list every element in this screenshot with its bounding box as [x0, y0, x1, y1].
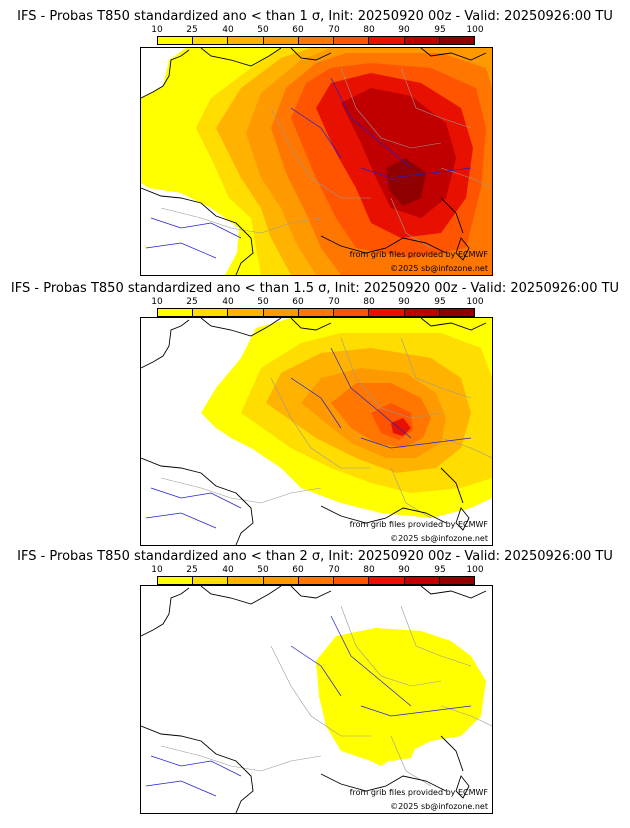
- colorbar-label: 95: [434, 297, 446, 307]
- probability-map: from grib files provided by ECMWF ©2025 …: [140, 317, 493, 546]
- colorbar-swatch: [439, 309, 474, 316]
- colorbar-label: 25: [186, 297, 198, 307]
- colorbar-labels: 10 25 40 50 60 70 80 90 95 100: [151, 25, 483, 36]
- colorbar-label: 50: [257, 297, 269, 307]
- colorbar-swatch: [439, 37, 474, 44]
- colorbar-label: 80: [363, 565, 375, 575]
- colorbar-label: 100: [466, 25, 484, 35]
- colorbar-label: 80: [363, 297, 375, 307]
- colorbar-label: 40: [222, 25, 234, 35]
- colorbar-label: 95: [434, 565, 446, 575]
- map-canvas: [141, 48, 492, 275]
- colorbar-label: 70: [328, 565, 340, 575]
- coastline: [141, 318, 470, 545]
- colorbar-label: 10: [151, 565, 163, 575]
- panel-title: IFS - Probas T850 standardized ano < tha…: [17, 549, 613, 564]
- data-credit: from grib files provided by ECMWF: [349, 520, 488, 529]
- colorbar-label: 90: [398, 297, 410, 307]
- data-credit: from grib files provided by ECMWF: [349, 788, 488, 797]
- colorbar-labels: 10 25 40 50 60 70 80 90 95 100: [151, 565, 483, 576]
- colorbar-swatch: [369, 37, 405, 44]
- colorbar-label: 90: [398, 565, 410, 575]
- colorbar-label: 60: [292, 25, 304, 35]
- colorbar-swatch: [334, 37, 370, 44]
- colorbar-label: 60: [292, 565, 304, 575]
- country-borders: [160, 605, 492, 787]
- colorbar-swatch: [298, 577, 335, 584]
- coastline-north: [290, 48, 487, 61]
- colorbar-swatch: [228, 577, 264, 584]
- prob-fill-95: [386, 158, 426, 206]
- colorbar-swatch: [263, 309, 299, 316]
- colorbar: [157, 576, 475, 585]
- colorbar-swatch: [158, 37, 194, 44]
- colorbar-swatch: [158, 309, 194, 316]
- colorbar-label: 90: [398, 25, 410, 35]
- colorbar-swatch: [298, 309, 335, 316]
- colorbar-labels: 10 25 40 50 60 70 80 90 95 100: [151, 297, 483, 308]
- colorbar-label: 50: [257, 25, 269, 35]
- colorbar-label: 10: [151, 25, 163, 35]
- prob-fill-90: [341, 88, 456, 218]
- colorbar-label: 25: [186, 565, 198, 575]
- colorbar: [157, 308, 475, 317]
- colorbar-swatch: [193, 577, 229, 584]
- colorbar-swatch: [228, 37, 264, 44]
- colorbar-label: 80: [363, 25, 375, 35]
- prob-fill-10b: [371, 734, 416, 761]
- country-borders: [160, 337, 492, 519]
- colorbar-label: 40: [222, 297, 234, 307]
- colorbar-label: 95: [434, 25, 446, 35]
- probability-map: from grib files provided by ECMWF ©2025 …: [140, 47, 493, 276]
- copyright: ©2025 sb@infozone.net: [390, 802, 488, 811]
- country-borders: [160, 67, 492, 249]
- map-panel-3: IFS - Probas T850 standardized ano < tha…: [0, 548, 630, 824]
- colorbar-swatch: [193, 37, 229, 44]
- colorbar-label: 70: [328, 25, 340, 35]
- map-canvas: [141, 586, 492, 813]
- coastline: [141, 48, 470, 275]
- colorbar-swatch: [228, 309, 264, 316]
- prob-fill-80: [391, 418, 411, 436]
- copyright: ©2025 sb@infozone.net: [390, 264, 488, 273]
- colorbar-swatch: [369, 577, 405, 584]
- colorbar-label: 25: [186, 25, 198, 35]
- colorbar-label: 50: [257, 565, 269, 575]
- map-panel-1: IFS - Probas T850 standardized ano < tha…: [0, 8, 630, 284]
- colorbar-swatch: [298, 37, 335, 44]
- colorbar-swatch: [158, 577, 194, 584]
- colorbar-swatch: [404, 37, 440, 44]
- coastline-north: [290, 586, 487, 599]
- colorbar-swatch: [369, 309, 405, 316]
- colorbar-swatch: [263, 577, 299, 584]
- rivers: [145, 347, 472, 529]
- copyright: ©2025 sb@infozone.net: [390, 534, 488, 543]
- colorbar-swatch: [334, 577, 370, 584]
- colorbar-label: 40: [222, 565, 234, 575]
- map-panel-2: IFS - Probas T850 standardized ano < tha…: [0, 280, 630, 556]
- colorbar-label: 100: [466, 565, 484, 575]
- map-canvas: [141, 318, 492, 545]
- rivers: [145, 77, 472, 259]
- colorbar-label: 10: [151, 297, 163, 307]
- colorbar-swatch: [334, 309, 370, 316]
- colorbar-swatch: [439, 577, 474, 584]
- colorbar-swatch: [404, 577, 440, 584]
- colorbar-swatch: [193, 309, 229, 316]
- colorbar-label: 70: [328, 297, 340, 307]
- coastline-north: [290, 318, 487, 331]
- colorbar-swatch: [404, 309, 440, 316]
- colorbar-label: 60: [292, 297, 304, 307]
- rivers: [145, 615, 472, 797]
- colorbar: [157, 36, 475, 45]
- colorbar-label: 100: [466, 297, 484, 307]
- data-credit: from grib files provided by ECMWF: [349, 250, 488, 259]
- coastline: [141, 586, 470, 813]
- panel-title: IFS - Probas T850 standardized ano < tha…: [17, 9, 613, 24]
- probability-map: from grib files provided by ECMWF ©2025 …: [140, 585, 493, 814]
- panel-title: IFS - Probas T850 standardized ano < tha…: [10, 281, 620, 296]
- colorbar-swatch: [263, 37, 299, 44]
